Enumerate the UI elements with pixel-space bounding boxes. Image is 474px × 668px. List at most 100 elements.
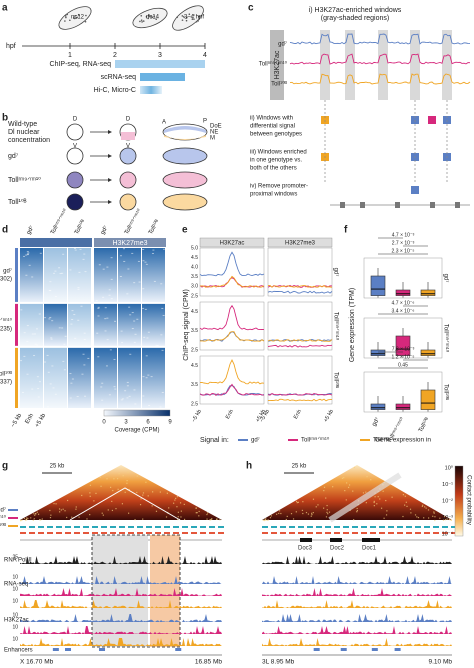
panel-label: f [344, 225, 348, 236]
hic-speck [128, 512, 130, 514]
heatmap-noise [31, 388, 34, 390]
domain [424, 532, 430, 534]
domain [379, 532, 385, 534]
domain [316, 526, 322, 528]
heatmap-noise [108, 394, 111, 396]
domain [451, 532, 457, 534]
hic-speck [373, 501, 375, 504]
heatmap-noise [123, 260, 126, 262]
domain [325, 526, 331, 528]
nucleus [140, 14, 143, 17]
hic-speck [365, 502, 367, 504]
heatmap-noise [145, 263, 148, 265]
coverage-track [262, 614, 452, 622]
hic-speck [152, 491, 154, 493]
y-tick-label: 2.5 [191, 347, 198, 353]
hic-speck [37, 513, 40, 515]
hic-speck [177, 518, 179, 521]
domain [352, 532, 358, 534]
heatmap-block [20, 248, 43, 302]
row-label: Tollʳᵐ⁹ᐟʳᵐ¹⁰ [332, 312, 339, 341]
hic-speck [276, 513, 278, 515]
heatmap-noise [87, 357, 90, 359]
heatmap-noise [37, 396, 40, 398]
enhancer [99, 648, 106, 651]
gene [362, 538, 380, 542]
domain [361, 526, 367, 528]
heatmap-noise [121, 398, 124, 400]
hic-speck [128, 488, 130, 491]
hic-speck [113, 478, 115, 480]
heatmap-noise [126, 385, 129, 387]
hic-speck [379, 498, 381, 500]
hic-speck [385, 499, 387, 502]
hic-speck [177, 511, 179, 513]
box [420, 389, 436, 410]
heatmap-noise [26, 251, 29, 253]
heatmap-noise [44, 317, 47, 319]
domain [191, 526, 197, 528]
heatmap-noise [77, 319, 80, 321]
box [395, 289, 411, 296]
hic-speck [402, 515, 404, 518]
hic-speck [140, 498, 142, 500]
hic-speck [385, 514, 388, 516]
heatmap-noise [142, 288, 145, 290]
heatmap-noise [156, 344, 159, 346]
hic-speck [118, 473, 120, 475]
hic-speck [53, 502, 55, 505]
hic-speck [373, 500, 375, 503]
heatmap-noise [120, 399, 123, 401]
hic-speck [341, 477, 344, 479]
coverage-track [20, 556, 222, 564]
hic-speck [89, 492, 91, 494]
domain [101, 526, 107, 528]
heatmap-noise [114, 388, 117, 390]
heatmap-block [20, 303, 43, 346]
coord-label: X 16.70 Mb [20, 659, 54, 666]
domain [289, 526, 295, 528]
domain [56, 526, 62, 528]
hic-speck [290, 513, 293, 515]
p-value: 7.8 × 10⁻³ [392, 346, 415, 352]
x-tick-label: gd⁷ [371, 416, 381, 427]
coord-label: 3L 8.95 Mb [262, 659, 295, 666]
heatmap-noise [97, 356, 100, 358]
heatmap-block [20, 347, 43, 408]
hic-speck [49, 509, 51, 512]
b-title: Wild-type [8, 121, 37, 128]
coverage-track [20, 576, 222, 584]
heatmap-noise [82, 353, 85, 355]
domain [388, 532, 394, 534]
signal-track [289, 53, 471, 65]
fate-embryo [162, 193, 208, 211]
hic-speck [176, 496, 178, 498]
domain [38, 532, 44, 534]
highlight [150, 535, 180, 647]
heatmap-noise [63, 343, 66, 345]
y-tick-label: 2.5 [191, 293, 198, 299]
hic-speck [109, 486, 112, 488]
hic-speck [142, 494, 144, 496]
hic-speck [312, 498, 315, 500]
hic-speck [285, 518, 287, 521]
wt-stripes [164, 135, 206, 140]
hic-speck [344, 489, 346, 492]
p-value: 4.7 × 10⁻⁶ [392, 300, 415, 306]
shade [378, 30, 388, 100]
domain [83, 526, 89, 528]
domain [415, 526, 421, 528]
heatmap-noise [119, 255, 122, 257]
hic-speck [382, 490, 384, 492]
p-value: 0.45 [398, 362, 408, 368]
p-value: 4.7 × 10⁻³ [392, 232, 415, 238]
track-label: RNA Pol II [4, 558, 32, 564]
mean-line [199, 358, 265, 385]
hic-speck [93, 500, 95, 502]
hic-speck [107, 509, 109, 511]
domain [20, 532, 26, 534]
label: V [126, 144, 130, 150]
group-label: Toll¹⁰ᴮ [0, 371, 13, 378]
hic-map [20, 465, 222, 520]
